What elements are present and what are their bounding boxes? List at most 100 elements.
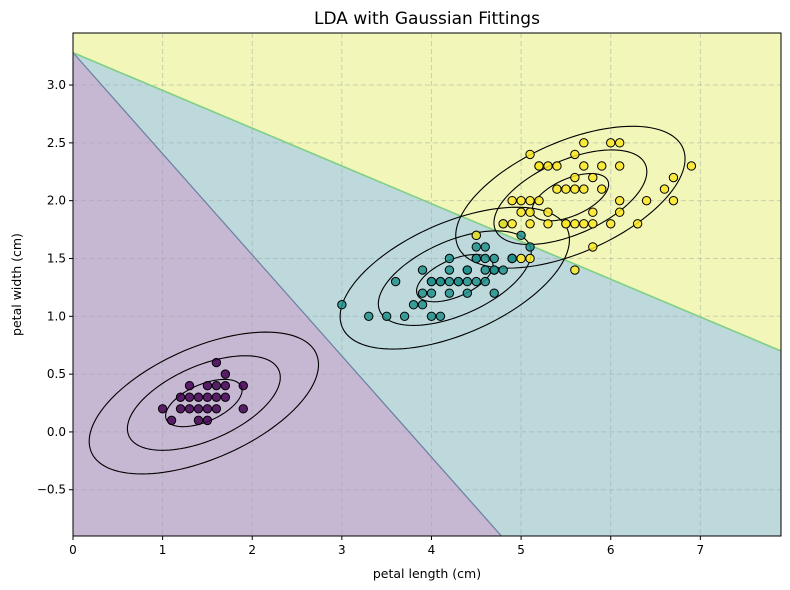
x-tick-label: 2 xyxy=(248,543,256,557)
versicolor-point xyxy=(390,276,401,287)
versicolor-point xyxy=(489,288,499,298)
versicolor-point xyxy=(417,265,428,275)
virginica-point xyxy=(525,219,535,229)
versicolor-point xyxy=(480,276,490,287)
virginica-point xyxy=(507,219,517,229)
virginica-point xyxy=(525,149,535,160)
versicolor-point xyxy=(471,253,481,264)
versicolor-point xyxy=(480,265,490,275)
versicolor-point xyxy=(507,253,517,264)
virginica-point xyxy=(543,161,553,171)
versicolor-point xyxy=(498,265,508,275)
virginica-point xyxy=(552,184,562,194)
virginica-point xyxy=(606,138,616,148)
setosa-point xyxy=(202,415,213,426)
setosa-point xyxy=(157,404,168,414)
y-axis-ticks: −0.5 0.0 0.5 1.0 1.5 2.0 2.5 3.0 xyxy=(37,78,73,497)
versicolor-contour xyxy=(416,253,494,303)
scatter-points xyxy=(157,138,697,426)
x-tick-label: 7 xyxy=(697,543,705,557)
versicolor-point xyxy=(462,265,473,275)
versicolor-point xyxy=(480,253,490,264)
versicolor-point xyxy=(435,311,446,321)
versicolor-point xyxy=(408,300,419,310)
setosa-point xyxy=(193,392,204,402)
versicolor-point xyxy=(399,311,410,321)
virginica-point xyxy=(516,207,526,217)
virginica-point xyxy=(597,161,607,171)
x-tick-label: 5 xyxy=(517,543,525,557)
setosa-point xyxy=(202,404,213,414)
virginica-point xyxy=(641,195,652,206)
versicolor-point xyxy=(435,276,446,287)
y-axis-label: petal width (cm) xyxy=(9,233,24,336)
x-tick-label: 4 xyxy=(428,543,436,557)
virginica-point xyxy=(686,161,697,171)
virginica-point xyxy=(552,161,562,171)
setosa-point xyxy=(238,380,248,391)
versicolor-point xyxy=(489,265,499,275)
setosa-point xyxy=(220,392,231,402)
setosa-point xyxy=(175,404,186,414)
versicolor-point xyxy=(444,276,455,287)
virginica-point xyxy=(614,195,625,206)
setosa-point xyxy=(202,380,213,391)
versicolor-point xyxy=(462,276,473,287)
setosa-point xyxy=(193,415,204,426)
y-tick-label: 0.5 xyxy=(47,367,66,381)
chart-title: LDA with Gaussian Fittings xyxy=(314,9,540,29)
setosa-point xyxy=(220,380,231,391)
plot-frame xyxy=(72,32,782,537)
virginica-point xyxy=(543,207,553,217)
boundary-1-2 xyxy=(73,51,781,352)
x-axis-label: petal length (cm) xyxy=(373,566,481,581)
virginica-point xyxy=(588,172,598,183)
y-tick-label: 3.0 xyxy=(47,78,66,92)
virginica-point xyxy=(570,184,580,194)
virginica-point xyxy=(579,161,589,171)
virginica-point xyxy=(516,253,526,264)
y-tick-label: 1.0 xyxy=(47,309,66,323)
versicolor-point xyxy=(453,276,464,287)
versicolor-contour xyxy=(339,206,571,350)
virginica-point xyxy=(561,219,571,229)
virginica-point xyxy=(579,138,589,148)
virginica-point xyxy=(588,242,598,252)
setosa-point xyxy=(184,380,195,391)
versicolor-point xyxy=(525,242,535,252)
virginica-point xyxy=(579,184,589,194)
x-axis-ticks: 0 1 2 3 4 5 6 7 xyxy=(69,536,704,557)
virginica-point xyxy=(588,207,598,217)
virginica-point xyxy=(570,149,580,160)
y-tick-label: 1.5 xyxy=(47,251,66,265)
setosa-point xyxy=(211,392,222,402)
versicolor-point xyxy=(337,300,347,310)
setosa-point xyxy=(184,404,195,414)
versicolor-point xyxy=(489,253,499,264)
virginica-point xyxy=(516,195,526,206)
versicolor-point xyxy=(426,276,437,287)
virginica-point xyxy=(525,207,535,217)
virginica-point xyxy=(614,207,625,217)
setosa-point xyxy=(166,415,177,426)
y-tick-label: 2.0 xyxy=(47,194,66,208)
x-tick-label: 0 xyxy=(69,543,77,557)
decision-boundaries xyxy=(73,51,781,536)
versicolor-point xyxy=(426,311,437,321)
x-tick-label: 6 xyxy=(607,543,615,557)
virginica-point xyxy=(561,184,571,194)
virginica-point xyxy=(632,219,643,229)
virginica-point xyxy=(659,184,670,194)
versicolor-point xyxy=(471,276,481,287)
virginica-point xyxy=(543,219,553,229)
versicolor-point xyxy=(444,253,455,264)
setosa-contour xyxy=(88,331,320,475)
versicolor-point xyxy=(417,300,428,310)
versicolor-point xyxy=(426,288,437,298)
versicolor-point xyxy=(471,242,481,252)
setosa-point xyxy=(238,404,248,414)
setosa-point xyxy=(193,404,204,414)
virginica-point xyxy=(570,172,580,183)
virginica-point xyxy=(614,138,625,148)
